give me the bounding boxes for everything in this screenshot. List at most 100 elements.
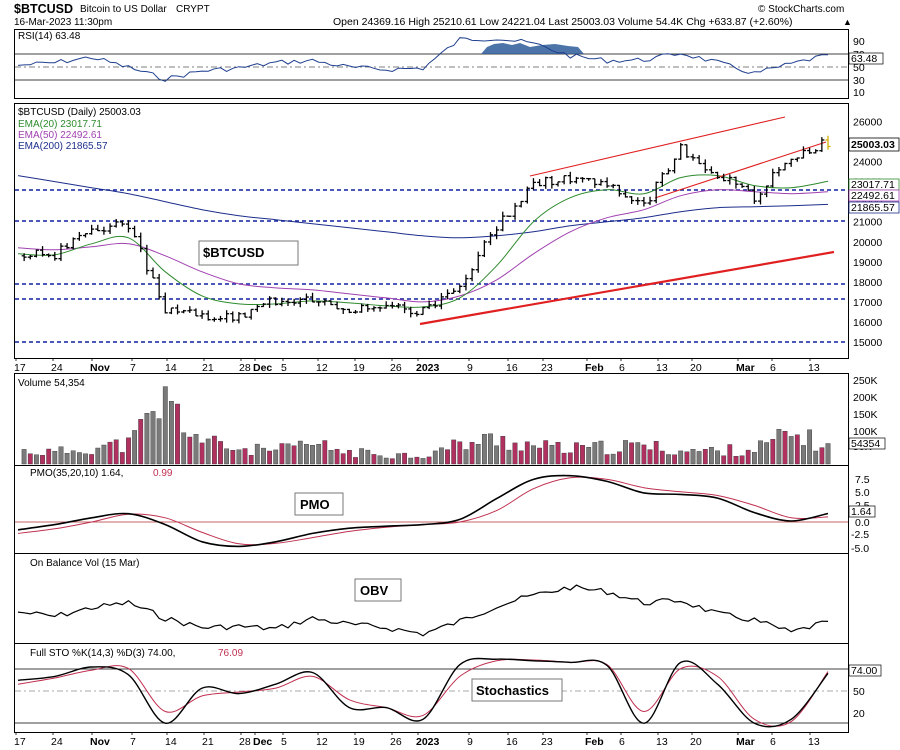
btcusd-callout-box [198, 240, 299, 266]
volume-panel: Volume 54,354 250K 200K 150K 100K 50K 54… [18, 375, 886, 465]
pmo-callout-box [294, 492, 344, 516]
price-bar [684, 144, 690, 158]
price-bar [807, 147, 813, 154]
x-axis-top-label: 21 [202, 362, 214, 374]
sto-callout: Stochastics [476, 683, 549, 698]
volume-bar [408, 457, 414, 465]
volume-bar [334, 449, 340, 465]
price-bar [641, 196, 647, 207]
volume-bar [83, 453, 88, 465]
price-bar [64, 243, 70, 249]
sto-k-line [17, 657, 829, 728]
volume-bar [635, 442, 641, 465]
price-bar [721, 173, 727, 182]
volume-bar [672, 454, 678, 465]
price-bar [52, 251, 58, 261]
volume-bar [819, 447, 825, 465]
price-bar [800, 146, 806, 159]
price-bar [794, 157, 800, 162]
price-bar [267, 296, 273, 308]
volume-bar [52, 451, 58, 465]
volume-bar [224, 448, 229, 465]
price-bar [708, 166, 714, 174]
price-bar [475, 251, 481, 273]
price-panel-label: $BTCUSD (Daily) 25003.03 [18, 107, 141, 118]
price-bar [567, 171, 573, 185]
pmo-tick-0-0: 0.0 [855, 517, 870, 529]
ema50-tag: 22492.61 [851, 190, 895, 202]
price-bar [377, 306, 383, 312]
price-bar [813, 149, 819, 154]
price-bar [598, 179, 604, 186]
price-bar [89, 224, 95, 235]
price-bar [224, 310, 230, 323]
rsi-tick-50: 50 [853, 62, 865, 74]
volume-bar [162, 386, 168, 465]
price-bar [635, 197, 641, 205]
price-tick: 21000 [853, 217, 882, 229]
x-axis-bottom-label: 2023 [416, 736, 440, 748]
price-bar [132, 225, 138, 238]
volume-label: Volume 54,354 [18, 378, 85, 389]
x-axis-bottom-label: 20 [690, 736, 702, 748]
x-axis-top-label: Mar [736, 362, 755, 374]
sto-tick-20: 20 [853, 708, 865, 720]
volume-bar [242, 448, 248, 465]
volume-bar [733, 456, 739, 465]
price-bar [647, 196, 653, 206]
volume-bar [758, 440, 763, 465]
volume-bar [739, 455, 745, 465]
sto-signal-label: 76.09 [218, 648, 243, 659]
volume-bar [340, 453, 346, 465]
x-axis-top-label: 2023 [416, 362, 440, 374]
volume-bar [113, 439, 119, 465]
price-bar [297, 297, 303, 308]
x-axis-bottom-label: 13 [808, 736, 820, 748]
price-bar [199, 310, 205, 319]
price-bar [193, 308, 199, 317]
x-axis-top-label: 13 [808, 362, 820, 374]
volume-bar [745, 449, 751, 465]
price-bar [512, 202, 518, 220]
price-bar [696, 155, 702, 165]
price-bar [702, 159, 708, 174]
price-bar [168, 307, 174, 315]
volume-bar [727, 444, 733, 465]
volume-bar [506, 449, 512, 465]
price-bar [758, 192, 763, 205]
pmo-tick-7-5: 7.5 [855, 474, 870, 486]
price-bar [322, 298, 328, 306]
sto-tick-50: 50 [853, 686, 865, 698]
price-bar [555, 181, 561, 187]
volume-bar [27, 453, 33, 465]
volume-bar [574, 442, 579, 465]
x-axis-top-label: 14 [165, 362, 177, 374]
volume-bar [383, 457, 389, 465]
price-bar [739, 183, 745, 188]
trendline-upper-channel [529, 116, 786, 177]
volume-bar [690, 449, 696, 465]
pmo-line [17, 474, 829, 548]
rsi-panel: RSI(14) 63.48 90 70 50 30 10 63.48 [15, 31, 884, 99]
x-axis-top-label: 7 [130, 362, 136, 374]
volume-bar [175, 403, 180, 465]
x-axis-top-label: Nov [90, 362, 110, 374]
volume-bar [782, 431, 788, 465]
price-bar [291, 298, 297, 306]
rsi-label: RSI(14) 63.48 [18, 31, 81, 42]
price-bar [46, 253, 52, 258]
price-bar [530, 178, 536, 190]
volume-bar [721, 455, 727, 465]
price-bars [21, 135, 831, 324]
price-bar [95, 224, 101, 232]
x-axis-top: 17 24 Nov 7 14 21 28 Dec 5 12 19 26 2023 9 16 23 Feb 6 13 2… [14, 358, 820, 374]
price-bar [383, 301, 389, 309]
pmo-axis-ticks: 7.5 5.0 2.5 0.0 -2.5 -5.0 [851, 474, 870, 555]
volume-bar [261, 447, 266, 465]
volume-bar [555, 442, 561, 465]
x-axis-top-label: 28 [239, 362, 251, 374]
volume-bar [40, 455, 45, 465]
volume-bar [617, 451, 622, 465]
price-bar [549, 175, 555, 189]
ema50-tag-box [848, 189, 900, 202]
